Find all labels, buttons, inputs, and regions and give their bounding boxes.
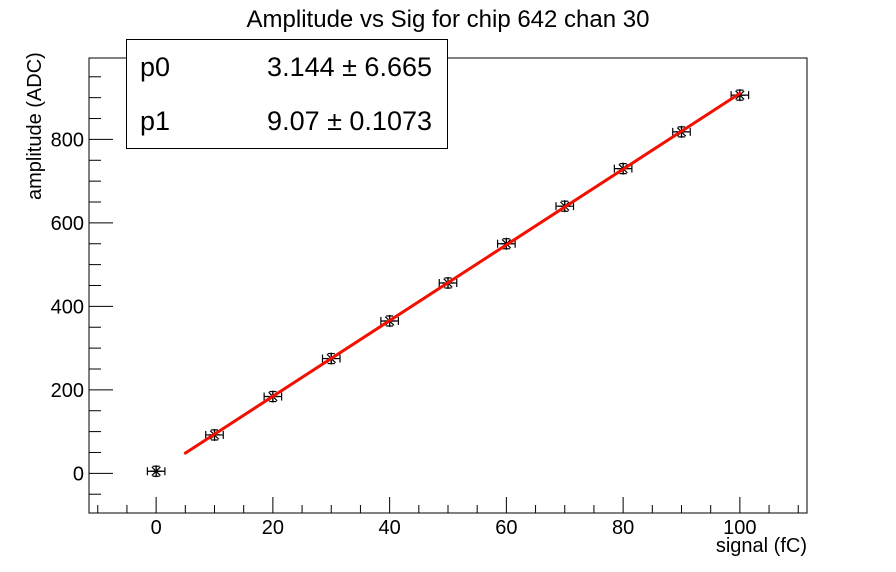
x-tick-label: 20 — [262, 517, 284, 539]
y-axis-title: amplitude (ADC) — [24, 52, 46, 200]
y-tick-label: 800 — [51, 129, 84, 151]
stat-row-p0: p0 3.144 ± 6.665 — [127, 40, 447, 94]
fit-stats-box: p0 3.144 ± 6.665 p1 9.07 ± 0.1073 — [126, 39, 448, 149]
x-tick-label: 60 — [495, 517, 517, 539]
x-tick-label: 100 — [723, 517, 756, 539]
stat-row-p1: p1 9.07 ± 0.1073 — [127, 94, 447, 148]
stat-value-p0: 3.144 ± 6.665 — [267, 51, 432, 82]
stat-value-p1: 9.07 ± 0.1073 — [267, 105, 432, 136]
stat-label-p0: p0 — [140, 51, 171, 82]
stat-label-p1: p1 — [140, 105, 171, 136]
data-point — [146, 465, 166, 478]
y-tick-label: 600 — [51, 213, 84, 235]
x-tick-label: 0 — [151, 517, 162, 539]
x-axis-title: signal (fC) — [715, 535, 807, 557]
y-tick-label: 0 — [73, 463, 84, 485]
plot-title: Amplitude vs Sig for chip 642 chan 30 — [246, 6, 650, 33]
x-tick-label: 80 — [612, 517, 634, 539]
fit-line — [183, 91, 742, 455]
y-tick-label: 400 — [51, 296, 84, 318]
y-tick-label: 200 — [51, 380, 84, 402]
x-tick-label: 40 — [379, 517, 401, 539]
